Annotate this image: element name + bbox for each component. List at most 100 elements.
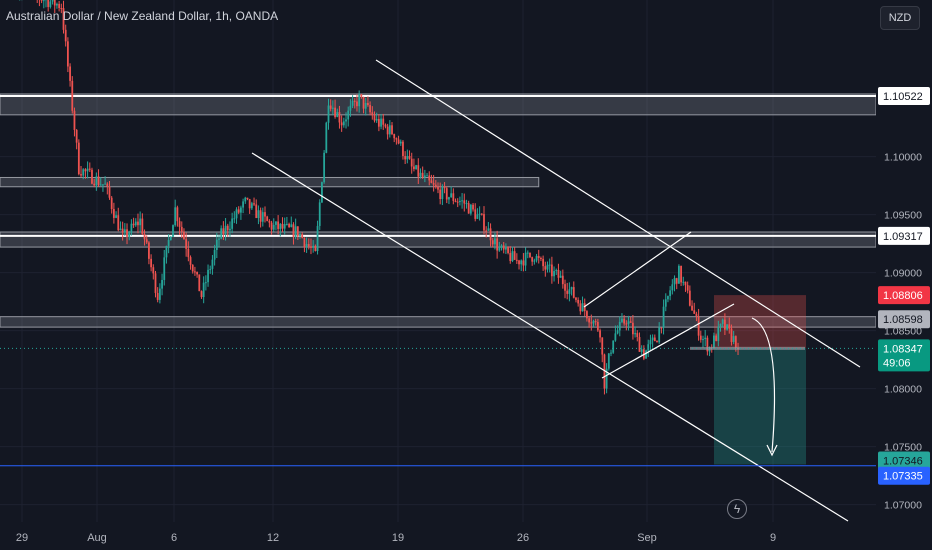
- lower-channel-line[interactable]: [251, 152, 849, 522]
- candle-body: [632, 322, 634, 335]
- candle-body: [49, 1, 52, 7]
- candle-body: [189, 257, 192, 265]
- candle-body: [75, 129, 78, 143]
- candle-body: [432, 182, 435, 185]
- candle-body: [686, 285, 689, 291]
- wedge-upper-line[interactable]: [583, 231, 692, 308]
- time-tick-label: 6: [171, 532, 177, 544]
- candle-body: [623, 318, 626, 324]
- candle-body: [305, 244, 308, 248]
- candle-body: [77, 142, 80, 175]
- candle-body: [237, 209, 240, 213]
- candle-body: [342, 121, 345, 126]
- take-profit-zone[interactable]: [714, 348, 806, 465]
- candle-body: [356, 101, 358, 107]
- candle-body: [548, 264, 551, 266]
- candle-body: [618, 321, 621, 331]
- candle-body: [373, 115, 376, 121]
- candle-body: [281, 223, 284, 229]
- candle-body: [340, 122, 343, 126]
- currency-button[interactable]: NZD: [880, 6, 920, 30]
- candle-body: [660, 327, 663, 329]
- candle-body: [211, 259, 214, 269]
- candle-body: [533, 260, 536, 262]
- candle-body: [421, 172, 424, 178]
- candle-body: [106, 183, 109, 187]
- candle-body: [384, 124, 387, 127]
- candle-body: [215, 239, 218, 251]
- time-axis[interactable]: 29 Aug 6 12 19 26 Sep 9: [0, 522, 876, 550]
- price-label-tag: [878, 451, 930, 470]
- candle-body: [651, 337, 654, 341]
- candle-body: [723, 319, 726, 330]
- candle-body: [653, 337, 656, 342]
- trend-channels[interactable]: [251, 59, 861, 522]
- candle-body: [542, 258, 545, 267]
- candle-body: [688, 290, 691, 306]
- candle-body: [253, 203, 255, 205]
- candle-body: [148, 242, 150, 259]
- candle-body: [156, 292, 159, 300]
- candle-body: [58, 3, 61, 8]
- candle-body: [577, 299, 580, 304]
- candle-body: [69, 66, 71, 81]
- price-label-text: 1.07346: [883, 455, 923, 467]
- candle-body: [463, 200, 466, 204]
- price-axis[interactable]: 1.10000 1.09500 1.09000 1.08500 1.08000 1.075…: [876, 0, 932, 550]
- time-tick-label: 29: [16, 532, 28, 544]
- candle-body: [307, 244, 310, 247]
- candle-body: [56, 3, 58, 6]
- candle-body: [452, 193, 455, 201]
- upper-channel-line[interactable]: [375, 59, 861, 368]
- candle-body: [504, 246, 507, 250]
- candle-body: [112, 209, 115, 218]
- candle-body: [454, 200, 457, 202]
- candle-body: [143, 234, 146, 240]
- candle-body: [397, 139, 400, 144]
- candle-body: [395, 138, 398, 140]
- candle-body: [465, 203, 468, 205]
- candle-body: [351, 100, 354, 106]
- candle-body: [509, 252, 512, 262]
- candle-body: [163, 257, 166, 280]
- price-levels: [0, 347, 876, 467]
- candle-body: [572, 287, 575, 298]
- risk-reward-tool[interactable]: [714, 295, 806, 465]
- candle-body: [207, 269, 209, 283]
- resistance-zone: [0, 93, 877, 116]
- candle-body: [204, 282, 207, 284]
- candle-body: [285, 223, 288, 225]
- candle-body: [713, 335, 715, 348]
- lightning-icon[interactable]: ϟ: [727, 499, 747, 519]
- candle-body: [231, 218, 234, 229]
- resistance-zones: [0, 93, 877, 328]
- candle-body: [279, 223, 282, 229]
- candle-body: [172, 225, 174, 237]
- candle-body: [141, 218, 144, 235]
- candle-body: [695, 313, 698, 317]
- countdown-text: 49:06: [883, 357, 911, 369]
- candle-body: [71, 80, 74, 111]
- candle-body: [233, 218, 236, 220]
- candle-body: [185, 239, 188, 249]
- candle-body: [524, 252, 527, 266]
- wedge-lower-line[interactable]: [601, 303, 735, 379]
- candle-body: [369, 105, 372, 113]
- candle-body: [649, 340, 652, 345]
- candle-body: [638, 337, 641, 352]
- candle-body: [174, 207, 177, 226]
- candle-body: [47, 0, 50, 7]
- candle-body: [645, 350, 647, 359]
- candle-body: [581, 303, 584, 312]
- candle-body: [717, 326, 720, 341]
- candle-body: [647, 344, 650, 351]
- candle-body: [296, 226, 299, 237]
- candle-body: [250, 203, 253, 209]
- projection-arrow[interactable]: [751, 317, 776, 453]
- candle-body: [226, 225, 229, 231]
- candle-body: [627, 321, 630, 324]
- candle-body: [658, 327, 661, 343]
- time-tick-label: Aug: [87, 532, 107, 544]
- price-label-tag: [878, 310, 930, 329]
